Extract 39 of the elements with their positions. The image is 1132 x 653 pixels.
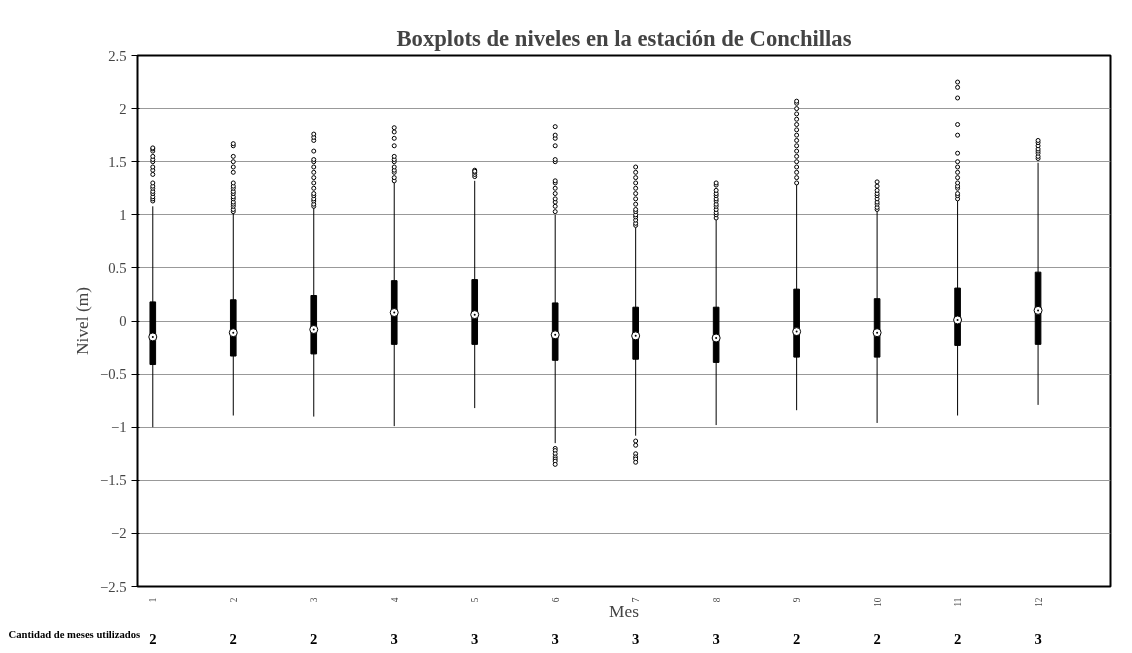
y-tick-label: 2.5	[108, 47, 127, 64]
y-tick-label: −0.5	[99, 366, 127, 383]
x-tick-label: 2	[228, 597, 239, 603]
text: 3	[551, 630, 559, 647]
y-tick-label: 1.5	[108, 153, 127, 170]
x-tick-label: 12	[1033, 597, 1044, 607]
x-axis-title: Mes	[609, 601, 640, 621]
text: 3	[712, 630, 720, 647]
y-tick-label: −1.5	[99, 472, 127, 489]
x-tick-label: 7	[631, 597, 642, 603]
text: 2	[229, 630, 237, 647]
x-tick-label: 11	[953, 597, 964, 607]
y-tick-label: 2	[119, 100, 127, 117]
x-tick-label: 8	[711, 597, 722, 603]
text: 3	[632, 630, 640, 647]
chart-title: Boxplots de niveles en la estación de Conchillas	[396, 25, 852, 51]
y-tick-label: −1	[110, 419, 127, 436]
x-tick-label: 4	[389, 597, 400, 603]
text: 3	[471, 630, 479, 647]
text: 2	[873, 630, 881, 647]
y-tick-label: 1	[119, 206, 127, 223]
x-tick-label: 6	[550, 597, 561, 603]
y-tick-label: −2	[110, 525, 127, 542]
text: 2	[310, 630, 318, 647]
y-axis-title: Nivel (m)	[72, 286, 92, 355]
text: 3	[1034, 630, 1042, 647]
x-tick-label: 1	[148, 597, 159, 603]
text: 3	[390, 630, 398, 647]
text: 2	[953, 630, 962, 647]
x-tick-label: 10	[872, 597, 883, 607]
text: 2	[792, 630, 801, 647]
y-tick-label: 0	[119, 313, 127, 329]
text: 2	[149, 630, 157, 647]
text: Cantidad de meses utilizados	[8, 629, 141, 640]
x-tick-label: 9	[792, 597, 803, 603]
y-tick-label: 0.5	[108, 259, 127, 276]
x-tick-label: 5	[470, 597, 481, 603]
y-tick-label: −2.5	[99, 578, 127, 595]
x-tick-label: 3	[309, 597, 320, 603]
